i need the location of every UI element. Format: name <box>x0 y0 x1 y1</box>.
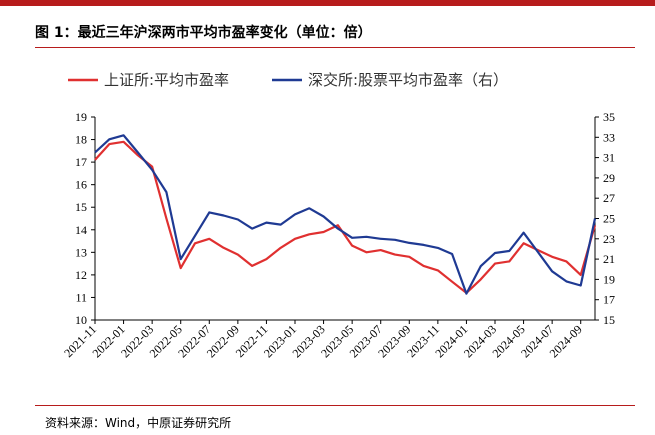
left-y-tick-label: 10 <box>75 313 87 327</box>
legend-label-1: 上证所:平均市盈率 <box>104 71 229 89</box>
left-y-tick-label: 19 <box>75 110 87 124</box>
chart-legend: 上证所:平均市盈率 深交所:股票平均市盈率（右） <box>68 71 508 89</box>
x-tick-label: 2024-09 <box>547 322 585 360</box>
right-y-tick-label: 17 <box>603 293 615 307</box>
top-accent-bar <box>0 0 655 6</box>
left-y-tick-label: 14 <box>75 223 87 237</box>
right-y-tick-label: 31 <box>603 151 615 165</box>
right-y-tick-label: 29 <box>603 171 615 185</box>
left-y-tick-label: 11 <box>75 290 87 304</box>
right-y-tick-label: 19 <box>603 272 615 286</box>
legend-label-2: 深交所:股票平均市盈率（右） <box>308 71 508 89</box>
right-y-tick-label: 25 <box>603 212 615 226</box>
line-chart: 上证所:平均市盈率 深交所:股票平均市盈率（右） 10 11 12 13 14 15 16 17… <box>61 71 615 360</box>
figure-title: 图 1：最近三年沪深两市平均市盈率变化（单位：倍） <box>35 25 372 41</box>
series-line-2 <box>94 134 597 295</box>
left-y-tick-label: 16 <box>75 178 87 192</box>
source-note: 资料来源：Wind，中原证券研究所 <box>45 416 232 430</box>
chart-axes: 10 11 12 13 14 15 16 17 18 19 15 17 19 21 23 25 27 29 31 33… <box>61 110 615 360</box>
left-y-tick-label: 13 <box>75 245 87 259</box>
chart-series <box>94 134 597 295</box>
title-rule <box>35 47 635 48</box>
right-y-tick-label: 33 <box>603 130 615 144</box>
left-y-tick-label: 12 <box>75 268 87 282</box>
left-y-tick-label: 17 <box>75 155 87 169</box>
left-y-tick-label: 18 <box>75 133 87 147</box>
right-y-tick-label: 21 <box>603 252 615 266</box>
source-rule <box>35 405 635 406</box>
right-y-tick-label: 15 <box>603 313 615 327</box>
right-y-tick-label: 27 <box>603 191 615 205</box>
series-line-1 <box>94 140 597 294</box>
right-y-tick-label: 23 <box>603 232 615 246</box>
left-y-tick-label: 15 <box>75 200 87 214</box>
right-y-tick-label: 35 <box>603 110 615 124</box>
